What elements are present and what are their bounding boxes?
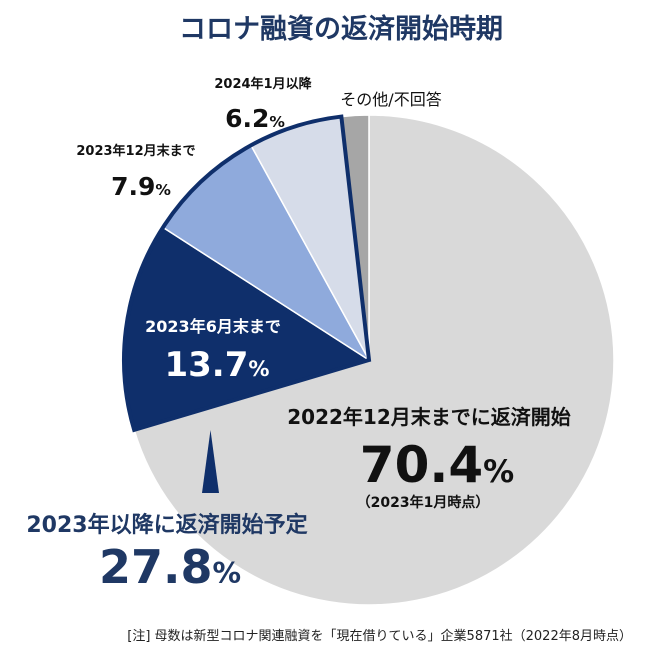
slice-value-2023-dec-text: 7.9% bbox=[111, 172, 171, 201]
slice-label-other: その他/不回答 bbox=[340, 90, 441, 109]
slice-value-2023-jun: 13.7 bbox=[164, 345, 248, 385]
group-label: 2023年以降に返済開始予定 bbox=[26, 512, 307, 538]
slice-value-2023-dec: 7.9 bbox=[111, 172, 155, 201]
slice-note-2022-dec: （2023年1月時点） bbox=[357, 494, 490, 511]
slice-label-2024-onwards: 2024年1月以降 bbox=[214, 76, 312, 92]
percent-sign: % bbox=[155, 181, 171, 199]
slice-value-2022-dec: 70.4 bbox=[360, 436, 483, 494]
chart-title: コロナ融資の返済開始時期 bbox=[179, 13, 503, 45]
slice-label-2023-dec: 2023年12月末まで bbox=[76, 143, 195, 159]
percent-sign: % bbox=[483, 454, 514, 490]
group-border bbox=[122, 114, 372, 433]
slice-value-2024-onwards-text: 6.2% bbox=[225, 104, 285, 133]
slice-label-2022-dec: 2022年12月末までに返済開始 bbox=[287, 405, 571, 429]
percent-sign: % bbox=[269, 113, 285, 131]
footnote: [注] 母数は新型コロナ関連融資を「現在借りている」企業5871社（2022年8… bbox=[127, 628, 632, 644]
slice-2022-dec bbox=[133, 114, 615, 606]
group-pointer-triangle bbox=[202, 430, 219, 493]
pie-slices bbox=[122, 114, 615, 606]
group-value-text: 27.8% bbox=[99, 540, 241, 594]
group-value: 27.8 bbox=[99, 540, 213, 594]
percent-sign: % bbox=[212, 557, 241, 590]
slice-value-2023-jun-text: 13.7% bbox=[164, 345, 269, 385]
slice-label-2023-jun: 2023年6月末まで bbox=[145, 317, 281, 336]
slice-value-2024-onwards: 6.2 bbox=[225, 104, 269, 133]
slice-value-2022-dec-text: 70.4% bbox=[360, 436, 514, 494]
percent-sign: % bbox=[248, 356, 269, 381]
